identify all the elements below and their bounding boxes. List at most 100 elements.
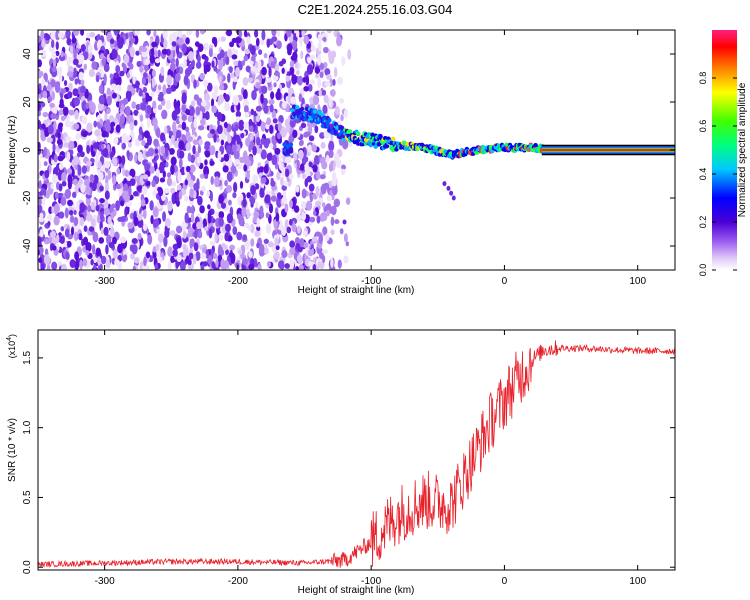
spectral-dot xyxy=(318,89,322,97)
spectral-dot xyxy=(64,188,72,199)
spectral-dot xyxy=(74,109,79,120)
spectral-dot xyxy=(181,104,187,112)
spectral-dot xyxy=(81,165,88,174)
spectral-dot xyxy=(339,228,344,235)
spectral-dot xyxy=(80,79,85,86)
spectral-dot xyxy=(333,198,341,208)
spectral-dot xyxy=(330,257,334,268)
spectral-dot xyxy=(312,264,317,270)
spectral-dot xyxy=(248,263,255,270)
spectral-dot xyxy=(50,79,56,88)
spectral-dot xyxy=(196,195,203,206)
spectral-dot xyxy=(133,257,140,264)
spectral-dot xyxy=(60,226,65,232)
spectral-dot xyxy=(65,136,72,142)
spectral-dot xyxy=(123,54,130,64)
spectral-dot xyxy=(38,204,43,214)
spectral-dot xyxy=(38,103,41,109)
spectral-dot xyxy=(186,30,193,36)
bottom-x-axis-label: Height of straight line (km) xyxy=(298,585,415,596)
spectral-dot xyxy=(51,236,58,245)
spectral-dot xyxy=(170,156,177,166)
spectral-dot xyxy=(226,184,233,193)
spectral-dot xyxy=(48,163,52,174)
spectral-dot xyxy=(60,50,64,58)
spectral-dot xyxy=(207,254,213,266)
spectral-dot xyxy=(50,112,57,120)
spectral-dot xyxy=(121,62,126,68)
spectral-dot xyxy=(206,82,213,92)
spectral-dot xyxy=(276,197,282,208)
spectral-dot xyxy=(255,115,261,123)
bottom-x-tick-label: -300 xyxy=(95,576,115,587)
spectral-dot xyxy=(130,37,136,44)
spectral-dot xyxy=(65,30,71,37)
spectral-dot xyxy=(53,215,60,226)
spectral-dot xyxy=(243,55,249,62)
spectral-dot xyxy=(112,92,117,99)
spectral-dot xyxy=(173,98,177,109)
spectral-dot xyxy=(197,125,205,131)
spectral-dot xyxy=(263,165,269,174)
spectral-dot xyxy=(185,126,190,133)
spectral-dot xyxy=(224,102,230,112)
spectral-dot xyxy=(157,104,163,111)
spectral-dot xyxy=(122,190,129,200)
spectral-dot xyxy=(300,122,307,129)
spectral-dot xyxy=(256,217,261,228)
spectral-dot xyxy=(105,124,111,133)
spectral-dot xyxy=(166,75,173,86)
spectral-dot xyxy=(98,95,105,105)
spectral-dot xyxy=(164,218,171,227)
y-multiplier-label: (x104) xyxy=(6,334,17,358)
spectral-dot xyxy=(66,151,71,162)
spectral-dot xyxy=(38,263,41,270)
spectral-dot xyxy=(100,165,106,172)
spectral-dot xyxy=(57,155,64,162)
spectral-dot xyxy=(38,236,42,245)
spectral-dot xyxy=(255,60,259,69)
spectral-dot xyxy=(242,198,247,208)
spectral-dot xyxy=(200,117,206,126)
spectral-dot xyxy=(321,202,326,208)
spectral-dot xyxy=(100,227,105,235)
spectral-dot xyxy=(41,194,46,206)
spectral-dot xyxy=(271,245,276,253)
spectral-dot xyxy=(281,196,288,205)
spectral-dot xyxy=(323,36,327,42)
spectral-dot xyxy=(74,260,80,270)
spectral-dot xyxy=(109,73,114,80)
spectral-dot xyxy=(103,199,109,210)
spectral-dot xyxy=(49,102,55,108)
spectral-dot xyxy=(281,166,286,178)
spectral-dot xyxy=(143,63,149,72)
spectral-dot xyxy=(231,142,237,153)
spectral-dot xyxy=(51,245,57,251)
spectral-dot xyxy=(250,45,256,55)
spectral-dot xyxy=(51,51,57,60)
spectral-dot xyxy=(326,209,330,217)
spectral-dot xyxy=(164,126,168,135)
spectral-dot xyxy=(56,138,63,145)
spectral-dot xyxy=(47,220,51,227)
spectral-dot xyxy=(242,76,249,86)
bottom-y-tick-label: 0.5 xyxy=(22,490,33,504)
spectral-dot xyxy=(124,206,128,218)
spectral-dot xyxy=(326,195,333,202)
spectral-dot xyxy=(74,251,80,261)
spectral-dot xyxy=(45,34,51,41)
spectral-dot xyxy=(76,152,81,158)
spectral-dot xyxy=(44,73,48,83)
spectral-dot xyxy=(188,50,194,62)
spectral-dot xyxy=(145,251,151,259)
spectral-dot xyxy=(310,44,316,52)
spectral-dot xyxy=(87,43,93,54)
spectral-dot xyxy=(189,238,193,249)
spectral-dot xyxy=(322,104,328,115)
spectral-dot xyxy=(274,147,281,155)
spectral-dot xyxy=(131,237,138,244)
spectral-dot xyxy=(281,58,287,65)
spectral-dot xyxy=(258,59,262,71)
spectral-dot xyxy=(178,158,183,169)
